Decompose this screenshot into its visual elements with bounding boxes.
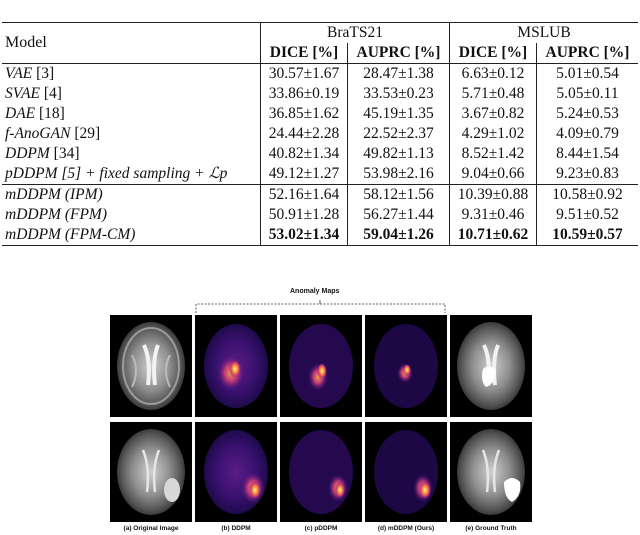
value-cell: 49.12±1.27 (260, 164, 348, 185)
value-cell: 24.44±2.28 (260, 124, 348, 144)
pddpm-map-row1 (280, 315, 362, 417)
value-cell: 40.82±1.34 (260, 144, 348, 164)
model-column-header: Model (2, 22, 261, 64)
model-ref: [18] (35, 105, 65, 122)
metric-header: DICE [%] (260, 43, 348, 64)
value-cell: 3.67±0.82 (449, 104, 537, 124)
value-cell: 59.04±1.26 (346, 225, 450, 246)
value-cell: 10.58±0.92 (535, 184, 638, 205)
model-cell: DDPM [34] (2, 144, 261, 164)
mddpm-map-row2 (365, 422, 447, 522)
value-cell: 36.85±1.62 (260, 104, 348, 124)
mddpm-map-row1 (365, 315, 447, 417)
table-row: VAE [3] 30.57±1.67 28.47±1.38 6.63±0.12 … (2, 63, 638, 85)
table-row: mDDPM (FPM) 50.91±1.28 56.27±1.44 9.31±0… (2, 205, 638, 225)
ddpm-map-row1 (195, 315, 277, 417)
value-cell: 53.02±1.34 (260, 225, 348, 246)
original-image-row2 (110, 422, 192, 522)
caption-ground-truth: (e) Ground Truth (465, 525, 517, 532)
anomaly-maps-title: Anomaly Maps (290, 288, 340, 295)
value-cell: 10.71±0.62 (449, 225, 537, 246)
value-cell: 49.82±1.13 (346, 144, 450, 164)
value-cell: 5.24±0.53 (535, 104, 638, 124)
table-header-metrics: DICE [%] AUPRC [%] DICE [%] AUPRC [%] (2, 43, 638, 64)
caption-pddpm: (c) pDDPM (304, 525, 338, 532)
results-table: Model BraTS21 MSLUB DICE [%] AUPRC [%] D… (2, 22, 638, 246)
value-cell: 30.57±1.67 (260, 63, 348, 84)
model-ref: [29] (70, 125, 101, 142)
metric-header: AUPRC [%] (346, 43, 450, 64)
caption-mddpm: (d) mDDPM (Ours) (377, 525, 435, 532)
value-cell: 5.05±0.11 (535, 84, 638, 104)
value-cell: 9.04±0.66 (449, 164, 537, 185)
model-name: SVAE (5, 85, 41, 102)
value-cell: 4.29±1.02 (449, 124, 537, 144)
value-cell: 9.23±0.83 (535, 164, 638, 185)
anomaly-maps-bracket (195, 300, 446, 313)
value-cell: 10.59±0.57 (535, 225, 638, 246)
model-name: DDPM (5, 145, 50, 162)
dataset-header-mslub: MSLUB (449, 22, 638, 43)
value-cell: 10.39±0.88 (449, 184, 537, 205)
value-cell: 56.27±1.44 (346, 205, 450, 225)
model-cell: DAE [18] (2, 104, 261, 124)
value-cell: 53.98±2.16 (346, 164, 450, 185)
value-cell: 5.01±0.54 (535, 63, 638, 84)
model-name: f-AnoGAN (5, 125, 71, 142)
model-cell: VAE [3] (2, 64, 261, 85)
table-header-datasets: Model BraTS21 MSLUB (2, 22, 638, 64)
value-cell: 6.63±0.12 (449, 63, 537, 84)
table-row: SVAE [4] 33.86±0.19 33.53±0.23 5.71±0.48… (2, 84, 638, 104)
value-cell: 8.52±1.42 (449, 144, 537, 164)
model-cell: f-AnoGAN [29] (2, 124, 261, 144)
value-cell: 58.12±1.56 (346, 184, 450, 205)
pddpm-map-row2 (280, 422, 362, 522)
model-name: pDDPM [5] + fixed sampling + ℒp (5, 165, 228, 182)
ddpm-map-row2 (195, 422, 277, 522)
dataset-header-brats21: BraTS21 (259, 22, 450, 43)
value-cell: 52.16±1.64 (260, 184, 348, 205)
value-cell: 8.44±1.54 (535, 144, 638, 164)
value-cell: 5.71±0.48 (449, 84, 537, 104)
model-name: DAE (5, 105, 36, 122)
table-row: pDDPM [5] + fixed sampling + ℒp 49.12±1.… (2, 164, 638, 185)
metric-header: DICE [%] (449, 43, 537, 64)
table-row: DAE [18] 36.85±1.62 45.19±1.35 3.67±0.82… (2, 104, 638, 124)
caption-ddpm: (b) DDPM (221, 525, 251, 532)
table-row: mDDPM (FPM-CM) 53.02±1.34 59.04±1.26 10.… (2, 225, 638, 246)
table-row: DDPM [34] 40.82±1.34 49.82±1.13 8.52±1.4… (2, 144, 638, 164)
value-cell: 9.31±0.46 (449, 205, 537, 225)
model-cell: SVAE [4] (2, 84, 261, 104)
model-name: mDDPM (FPM-CM) (2, 225, 261, 246)
value-cell: 33.53±0.23 (346, 84, 450, 104)
caption-original-image: (a) Original Image (123, 525, 179, 532)
table-row: mDDPM (IPM) 52.16±1.64 58.12±1.56 10.39±… (2, 184, 638, 205)
value-cell: 28.47±1.38 (346, 63, 450, 84)
model-ref: [34] (49, 145, 80, 162)
model-name: mDDPM (IPM) (2, 184, 261, 205)
value-cell: 50.91±1.28 (260, 205, 348, 225)
model-ref: [4] (40, 85, 62, 102)
model-name: VAE (5, 65, 33, 82)
table-row: f-AnoGAN [29] 24.44±2.28 22.52±2.37 4.29… (2, 124, 638, 144)
value-cell: 22.52±2.37 (346, 124, 450, 144)
value-cell: 45.19±1.35 (346, 104, 450, 124)
model-cell: pDDPM [5] + fixed sampling + ℒp (2, 164, 261, 185)
anomaly-figure: Anomaly Maps (0, 280, 640, 535)
value-cell: 9.51±0.52 (535, 205, 638, 225)
model-name: mDDPM (FPM) (5, 206, 108, 223)
model-ref: [3] (32, 65, 55, 82)
value-cell: 33.86±0.19 (260, 84, 348, 104)
original-image-row1 (110, 315, 192, 417)
ground-truth-row2 (450, 422, 532, 522)
metric-header: AUPRC [%] (535, 43, 638, 64)
ground-truth-row1 (450, 315, 532, 417)
value-cell: 4.09±0.79 (535, 124, 638, 144)
